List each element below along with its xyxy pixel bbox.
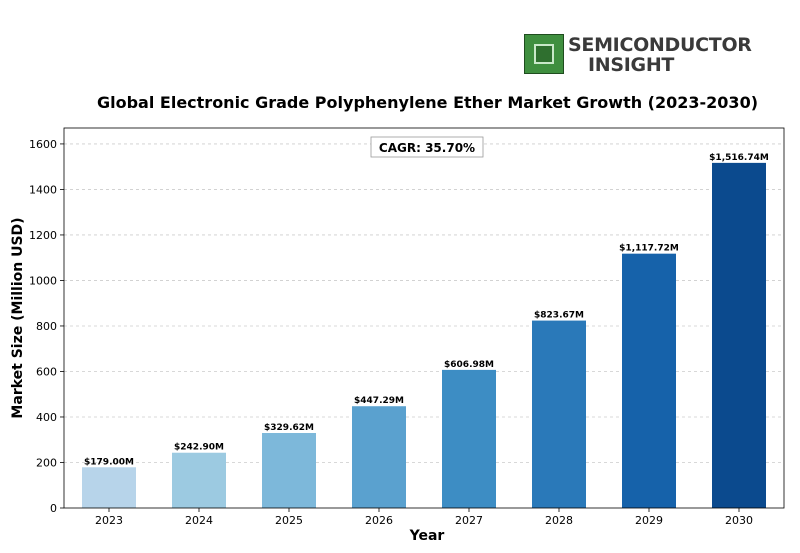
x-tick-label: 2024 bbox=[185, 514, 213, 527]
bar bbox=[712, 162, 766, 508]
data-label: $823.67M bbox=[534, 311, 584, 321]
data-label: $606.98M bbox=[444, 360, 494, 370]
data-label: $242.90M bbox=[174, 443, 224, 453]
bar bbox=[172, 452, 226, 508]
y-tick-label: 1400 bbox=[29, 183, 57, 196]
label-layer: $179.00M $242.90M $329.62M $447.29M $606.98M… bbox=[84, 153, 769, 467]
x-tick-label: 2028 bbox=[545, 514, 573, 527]
logo-text: SEMICONDUCTOR INSIGHT bbox=[568, 35, 768, 75]
y-tick-label: 1600 bbox=[29, 138, 57, 151]
cagr-annotation-text: CAGR: 35.70% bbox=[379, 141, 475, 155]
x-tick-label: 2029 bbox=[635, 514, 663, 527]
logo-line-2: INSIGHT bbox=[588, 54, 675, 76]
logo-line-1: SEMICONDUCTOR bbox=[568, 34, 752, 56]
y-tick-label: 1000 bbox=[29, 274, 57, 287]
chart-title: Global Electronic Grade Polyphenylene Et… bbox=[96, 93, 759, 112]
x-tick-label: 2026 bbox=[365, 514, 393, 527]
data-label: $1,516.74M bbox=[709, 153, 769, 163]
y-tick-label: 1200 bbox=[29, 229, 57, 242]
x-axis-title: Year bbox=[409, 528, 445, 544]
y-tick-label: 200 bbox=[36, 456, 57, 469]
x-tick-label: 2030 bbox=[725, 514, 753, 527]
bar-layer bbox=[82, 162, 766, 508]
bar bbox=[82, 467, 136, 508]
brand-logo: SEMICONDUCTOR INSIGHT bbox=[524, 34, 764, 78]
cagr-annotation: CAGR: 35.70% bbox=[370, 136, 484, 158]
data-label: $447.29M bbox=[354, 396, 404, 406]
y-tick-label: 600 bbox=[36, 365, 57, 378]
y-tick-label: 0 bbox=[50, 502, 57, 515]
bar bbox=[532, 320, 586, 508]
data-label: $1,117.72M bbox=[619, 244, 679, 254]
chip-icon bbox=[524, 34, 564, 74]
y-tick-label: 800 bbox=[36, 320, 57, 333]
bar bbox=[262, 432, 316, 508]
x-tick-label: 2027 bbox=[455, 514, 483, 527]
x-tick-label: 2025 bbox=[275, 514, 303, 527]
bar bbox=[352, 406, 406, 508]
x-tick-label: 2023 bbox=[95, 514, 123, 527]
data-label: $179.00M bbox=[84, 457, 134, 467]
plot-frame bbox=[63, 127, 785, 509]
bar bbox=[442, 369, 496, 508]
axis-layer: 0 200 400 600 800 1000 1200 1400 1600 2023 2024 202… bbox=[29, 138, 753, 527]
y-tick-label: 400 bbox=[36, 411, 57, 424]
bar bbox=[622, 253, 676, 508]
y-axis-title: Market Size (Million USD) bbox=[10, 217, 26, 418]
data-label: $329.62M bbox=[264, 423, 314, 433]
